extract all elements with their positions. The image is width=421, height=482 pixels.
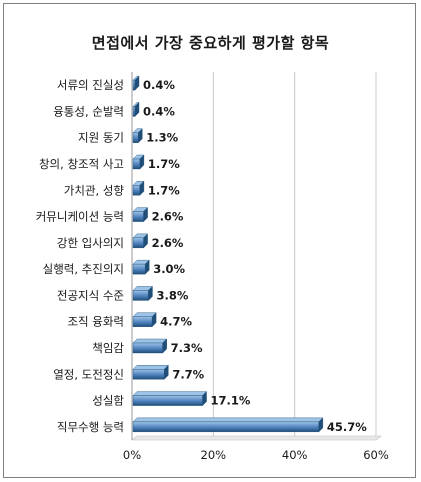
chart-frame: 면접에서 가장 중요하게 평가할 항목 bbox=[3, 3, 416, 478]
bar-side-face bbox=[148, 285, 153, 301]
bar-side-face bbox=[162, 338, 167, 354]
x-tick-label: 0% bbox=[123, 448, 141, 462]
bar-top-face bbox=[132, 365, 169, 370]
category-label: 성실함 bbox=[92, 394, 124, 408]
bar-side-face bbox=[151, 312, 157, 328]
data-label: 1.3% bbox=[146, 131, 178, 145]
bar bbox=[132, 237, 144, 249]
category-label: 서류의 진실성 bbox=[57, 78, 124, 92]
category-label: 책임감 bbox=[92, 341, 124, 355]
data-label: 45.7% bbox=[327, 420, 367, 434]
category-label: 커뮤니케이션 능력 bbox=[36, 210, 124, 224]
data-label: 1.7% bbox=[148, 183, 180, 197]
category-label: 조직 융화력 bbox=[67, 315, 124, 329]
bar bbox=[132, 185, 141, 196]
bar-top-face bbox=[132, 417, 324, 423]
bar-side-face bbox=[138, 128, 143, 144]
bar bbox=[132, 290, 149, 301]
chart-title: 면접에서 가장 중요하게 평가할 항목 bbox=[91, 34, 330, 52]
bar bbox=[132, 342, 163, 354]
category-label: 창의, 창조적 사고 bbox=[39, 157, 124, 171]
data-label: 0.4% bbox=[143, 104, 175, 118]
bar bbox=[132, 263, 146, 275]
bar-side-face bbox=[318, 417, 324, 433]
data-label: 4.7% bbox=[160, 315, 192, 329]
category-label: 실행력, 추진의지 bbox=[43, 262, 124, 276]
bar-side-face bbox=[202, 391, 207, 407]
bar bbox=[132, 211, 144, 222]
bar-side-face bbox=[143, 233, 148, 249]
data-label: 2.6% bbox=[152, 210, 184, 224]
bar bbox=[132, 395, 203, 406]
bar bbox=[132, 158, 141, 170]
category-label: 융통성, 순발력 bbox=[53, 104, 124, 118]
category-label: 강한 입사의지 bbox=[57, 236, 124, 250]
data-label: 3.0% bbox=[153, 262, 185, 276]
category-label: 열정, 도전정신 bbox=[53, 367, 124, 381]
bar-side-face bbox=[164, 364, 169, 380]
data-label: 7.7% bbox=[172, 367, 204, 381]
bar bbox=[132, 79, 136, 91]
bar-side-face bbox=[143, 207, 148, 223]
axis-floor bbox=[131, 435, 382, 441]
data-label: 0.4% bbox=[143, 78, 175, 92]
data-label: 3.8% bbox=[156, 288, 188, 302]
bar bbox=[132, 421, 320, 433]
bar-top-face bbox=[132, 338, 168, 344]
bar bbox=[132, 316, 153, 327]
bar-side-face bbox=[134, 101, 140, 117]
category-label: 전공지식 수준 bbox=[57, 288, 124, 302]
x-tick-label: 40% bbox=[282, 448, 308, 462]
data-label: 17.1% bbox=[211, 394, 251, 408]
bar-side-face bbox=[139, 180, 145, 196]
category-label: 가치관, 성향 bbox=[64, 183, 125, 197]
category-label: 지원 동기 bbox=[78, 131, 124, 145]
data-label: 7.3% bbox=[171, 341, 203, 355]
bar bbox=[132, 106, 136, 117]
bar-side-face bbox=[144, 259, 150, 275]
category-label: 직무수행 능력 bbox=[57, 420, 124, 434]
bar-side-face bbox=[134, 75, 140, 91]
bar bbox=[132, 132, 139, 143]
bar bbox=[132, 369, 165, 380]
bar-top-face bbox=[132, 391, 208, 396]
data-label: 1.7% bbox=[148, 157, 180, 171]
data-label: 2.6% bbox=[152, 236, 184, 250]
x-tick-label: 20% bbox=[201, 448, 227, 462]
bar-side-face bbox=[139, 154, 145, 170]
x-tick-label: 60% bbox=[363, 448, 389, 462]
